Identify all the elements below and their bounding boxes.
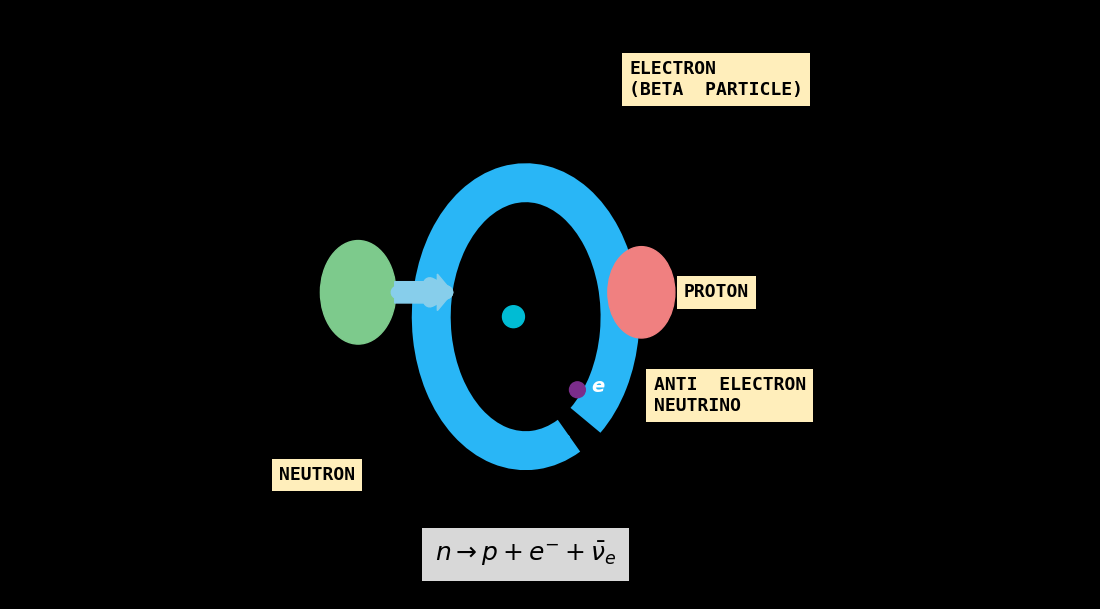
Text: NEUTRON: NEUTRON <box>279 466 355 484</box>
Text: ANTI  ELECTRON
NEUTRINO: ANTI ELECTRON NEUTRINO <box>653 376 806 415</box>
Text: PROTON: PROTON <box>684 283 749 301</box>
Text: $n \rightarrow p + e^{-} + \bar{\nu}_{e}$: $n \rightarrow p + e^{-} + \bar{\nu}_{e}… <box>434 540 617 568</box>
Circle shape <box>503 306 525 328</box>
Text: ELECTRON
(BETA  PARTICLE): ELECTRON (BETA PARTICLE) <box>629 60 803 99</box>
Circle shape <box>570 382 585 398</box>
Text: e: e <box>592 377 605 396</box>
Ellipse shape <box>608 247 674 338</box>
FancyArrow shape <box>395 274 452 311</box>
Ellipse shape <box>320 241 396 344</box>
